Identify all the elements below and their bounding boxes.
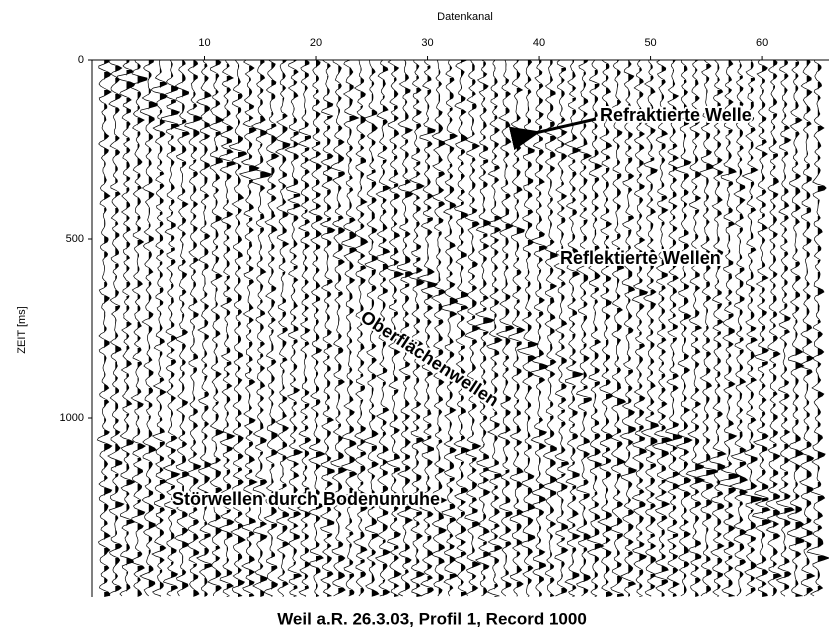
trace-fill xyxy=(127,60,135,592)
x-axis-title: Datenkanal xyxy=(437,11,493,23)
trace-fill xyxy=(796,62,804,597)
trace-fill xyxy=(628,60,636,597)
trace-fill xyxy=(617,60,626,597)
trace xyxy=(542,60,558,596)
annotation: Reflektierte Wellen xyxy=(560,248,721,268)
y-tick-label: 0 xyxy=(78,54,84,66)
trace-fill xyxy=(639,60,647,597)
trace-fill xyxy=(439,70,447,596)
trace-fill xyxy=(216,60,224,592)
trace-fill xyxy=(361,68,368,594)
x-tick-label: 20 xyxy=(310,37,322,49)
trace xyxy=(554,60,569,596)
trace xyxy=(264,60,279,596)
annotation-arrow xyxy=(535,119,596,133)
trace xyxy=(161,60,180,596)
trace-fill xyxy=(260,60,271,597)
annotation: Störwellen durch Bodenunruhe xyxy=(172,489,440,509)
trace-fill xyxy=(205,64,213,597)
trace xyxy=(408,60,424,596)
trace-fill xyxy=(729,60,741,597)
trace xyxy=(129,60,147,596)
trace-fill xyxy=(182,60,189,590)
trace-fill xyxy=(327,64,335,597)
trace-fill xyxy=(160,60,167,597)
trace-fill xyxy=(784,60,794,597)
trace xyxy=(309,60,325,596)
trace-fill xyxy=(718,64,726,597)
trace xyxy=(709,60,726,596)
x-tick-label: 30 xyxy=(421,37,433,49)
trace-fill xyxy=(584,60,592,596)
x-tick-label: 40 xyxy=(533,37,545,49)
annotation: Refraktierte Welle xyxy=(600,105,752,125)
trace-fill xyxy=(104,60,112,597)
trace xyxy=(175,60,190,596)
y-axis-title: ZEIT [ms] xyxy=(16,306,28,353)
y-tick-label: 500 xyxy=(66,233,84,245)
trace xyxy=(197,60,213,596)
trace xyxy=(740,60,762,596)
trace-fill xyxy=(561,68,568,594)
trace xyxy=(632,60,648,596)
traces xyxy=(97,60,829,597)
caption: Weil a.R. 26.3.03, Profil 1, Record 1000 xyxy=(277,609,587,628)
trace-fill xyxy=(673,60,682,597)
chart: Datenkanal ZEIT [ms] Weil a.R. 26.3.03, … xyxy=(0,0,829,636)
trace xyxy=(116,60,134,596)
x-tick-label: 50 xyxy=(644,37,656,49)
trace-fill xyxy=(483,62,494,596)
x-tick-label: 60 xyxy=(756,37,768,49)
trace xyxy=(487,60,502,596)
trace xyxy=(240,60,259,596)
trace-fill xyxy=(740,64,748,594)
trace-fill xyxy=(238,64,247,597)
x-tick-label: 10 xyxy=(198,37,210,49)
trace-fill xyxy=(528,60,538,597)
trace xyxy=(151,60,168,596)
y-tick-label: 1000 xyxy=(60,412,84,424)
trace-fill xyxy=(517,60,525,597)
